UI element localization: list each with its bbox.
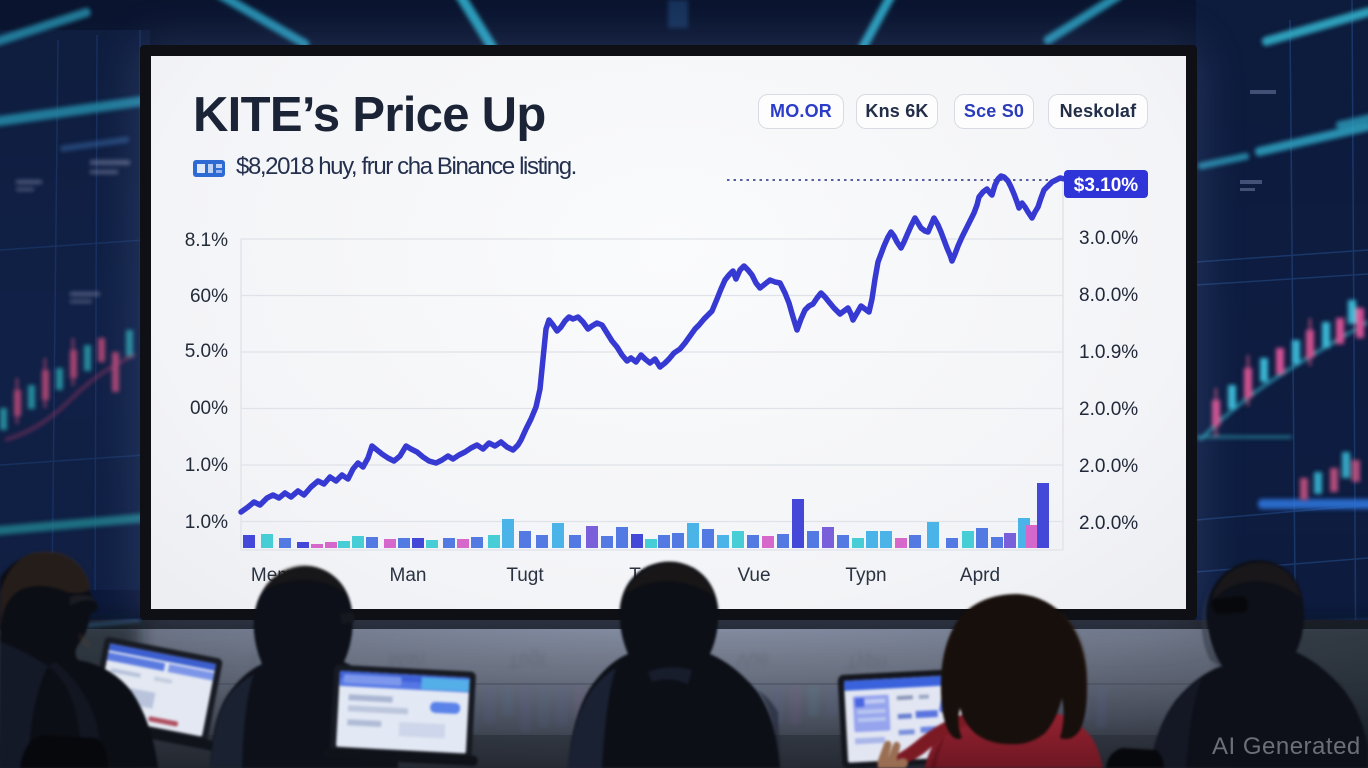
svg-text:Mem: Mem [251,565,293,586]
svg-text:Man: Man [390,565,427,586]
svg-text:5.0%: 5.0% [185,341,228,362]
svg-text:Tu: Tu [629,565,650,586]
svg-text:3.0.0%: 3.0.0% [1079,228,1138,249]
svg-text:$3.10%: $3.10% [1074,175,1139,196]
svg-text:2.0.0%: 2.0.0% [1079,456,1138,477]
svg-text:2.0.0%: 2.0.0% [1079,513,1138,534]
svg-text:1.0%: 1.0% [185,512,228,533]
svg-text:2.0.0%: 2.0.0% [1079,399,1138,420]
svg-text:Tugt: Tugt [506,565,544,586]
svg-text:8.0.0%: 8.0.0% [1079,285,1138,306]
svg-text:8.1%: 8.1% [185,230,228,251]
svg-text:Aprd: Aprd [960,565,1000,586]
svg-text:00%: 00% [190,398,228,419]
svg-text:Vue: Vue [737,565,770,586]
svg-text:1.0%: 1.0% [185,455,228,476]
svg-text:1.0.9%: 1.0.9% [1079,342,1138,363]
svg-text:Typn: Typn [845,565,886,586]
svg-text:60%: 60% [190,286,228,307]
